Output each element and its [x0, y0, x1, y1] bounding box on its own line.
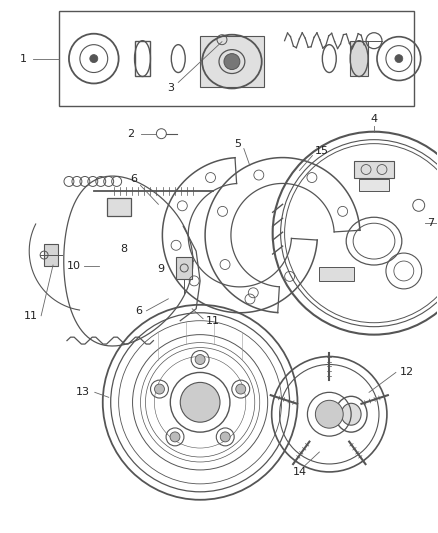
Text: 5: 5 — [234, 139, 241, 149]
Bar — [200, 36, 264, 87]
Circle shape — [155, 384, 164, 394]
Bar — [44, 244, 58, 266]
Text: 3: 3 — [167, 84, 174, 93]
Bar — [350, 41, 368, 77]
Circle shape — [224, 54, 240, 69]
Circle shape — [220, 432, 230, 442]
Bar — [107, 198, 131, 216]
Text: 15: 15 — [314, 146, 328, 156]
Bar — [134, 41, 150, 77]
Text: 12: 12 — [400, 367, 414, 377]
Circle shape — [395, 54, 403, 62]
Bar — [319, 267, 354, 281]
Text: 6: 6 — [135, 306, 142, 316]
Text: 11: 11 — [206, 316, 220, 326]
Ellipse shape — [341, 403, 361, 425]
Circle shape — [195, 354, 205, 365]
Circle shape — [236, 384, 246, 394]
Text: 9: 9 — [157, 264, 164, 274]
Bar — [176, 257, 192, 279]
Circle shape — [90, 54, 98, 62]
Bar — [359, 180, 389, 191]
Text: 10: 10 — [67, 261, 81, 271]
Circle shape — [170, 432, 180, 442]
Text: 6: 6 — [130, 174, 137, 184]
Text: 2: 2 — [127, 128, 134, 139]
Text: 4: 4 — [371, 114, 378, 124]
Circle shape — [315, 400, 343, 428]
Bar — [354, 160, 394, 179]
Circle shape — [180, 382, 220, 422]
Bar — [59, 11, 414, 106]
Text: 14: 14 — [293, 467, 307, 477]
Text: 7: 7 — [427, 218, 434, 228]
Text: 11: 11 — [24, 311, 38, 321]
Text: 8: 8 — [120, 244, 127, 254]
Text: 13: 13 — [76, 387, 90, 397]
Text: 1: 1 — [20, 54, 27, 63]
